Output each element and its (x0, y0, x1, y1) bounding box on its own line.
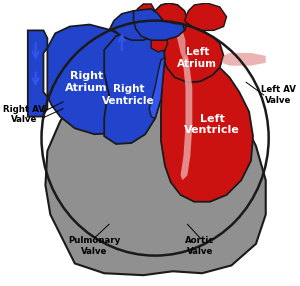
Polygon shape (28, 30, 47, 117)
Text: Pulmonary
Valve: Pulmonary Valve (68, 236, 121, 255)
Text: Left AV
Valve: Left AV Valve (261, 85, 296, 105)
Polygon shape (184, 3, 226, 30)
Text: Left
Ventricle: Left Ventricle (184, 114, 240, 135)
Polygon shape (45, 50, 266, 275)
Polygon shape (104, 30, 165, 144)
Polygon shape (163, 21, 224, 82)
Text: Right
Atrium: Right Atrium (65, 72, 108, 93)
Text: Right AV
Valve: Right AV Valve (3, 105, 45, 124)
Text: Right
Ventricle: Right Ventricle (102, 84, 155, 106)
Text: Left
Atrium: Left Atrium (177, 47, 217, 69)
Polygon shape (149, 58, 165, 118)
Polygon shape (47, 25, 153, 134)
Polygon shape (134, 4, 155, 25)
Polygon shape (181, 53, 192, 180)
Polygon shape (161, 28, 253, 202)
Polygon shape (151, 3, 188, 35)
Polygon shape (175, 27, 185, 58)
Polygon shape (151, 21, 168, 52)
Polygon shape (109, 11, 158, 40)
Polygon shape (134, 9, 184, 40)
Text: Aortic
Valve: Aortic Valve (185, 236, 215, 255)
Polygon shape (222, 53, 266, 66)
